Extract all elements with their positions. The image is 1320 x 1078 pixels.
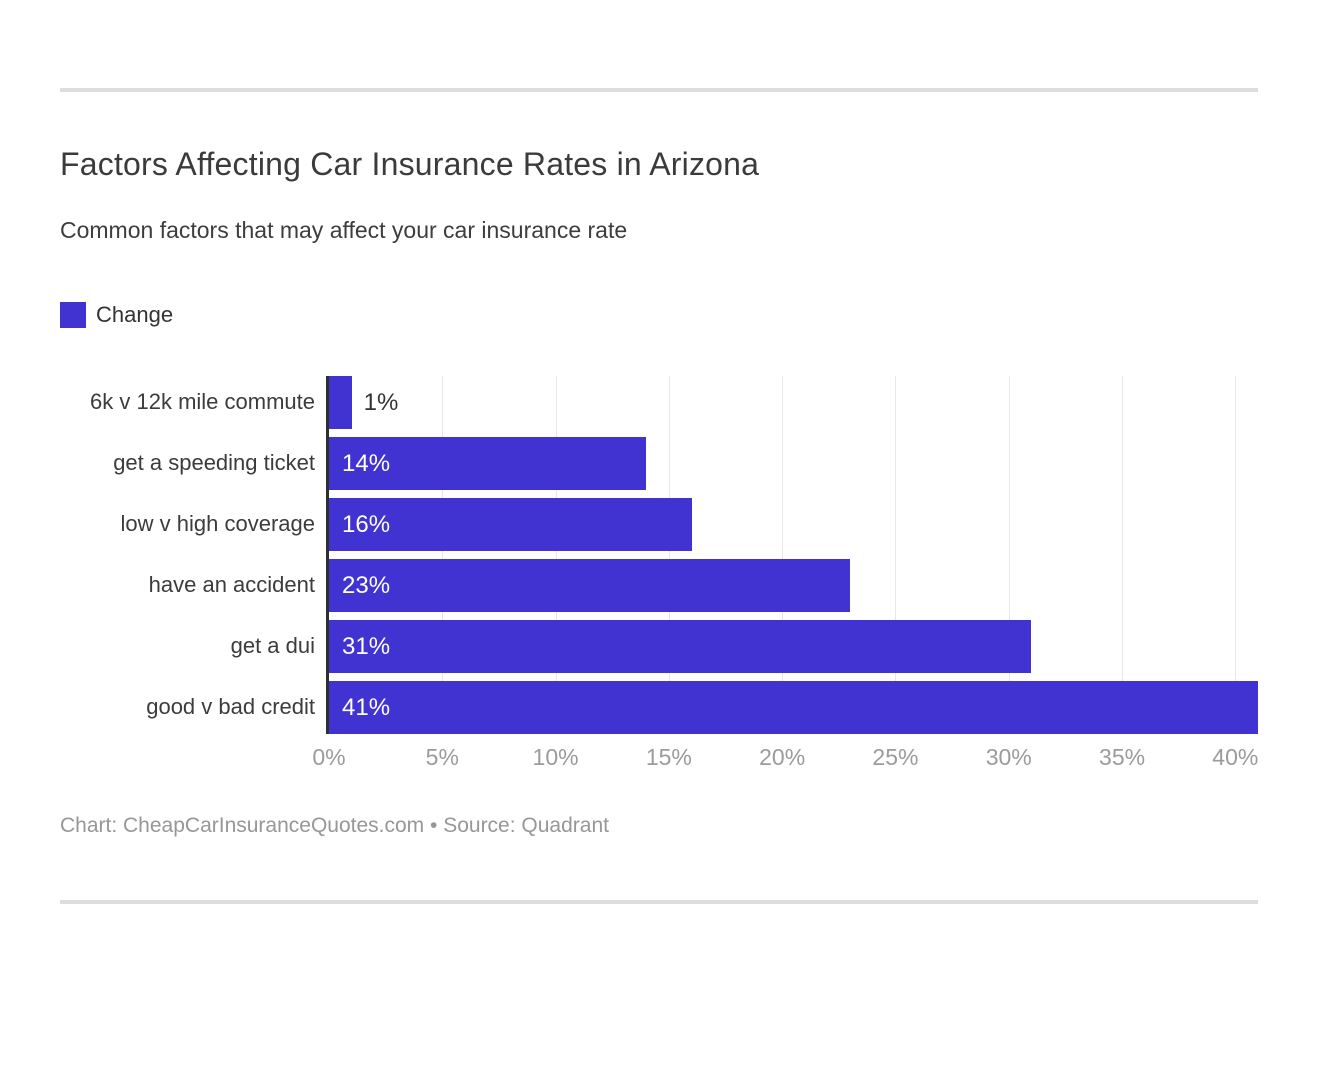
bar-track: 1%: [329, 375, 1258, 429]
legend-label: Change: [96, 301, 174, 327]
category-label: get a dui: [230, 633, 315, 659]
legend-swatch-icon: [60, 301, 86, 328]
gridline: [1008, 375, 1010, 734]
bar-row: get a dui 31%: [60, 619, 1258, 673]
bar-row: 6k v 12k mile commute 1%: [60, 375, 1258, 429]
source-attribution: Chart: CheapCarInsuranceQuotes.com • Sou…: [60, 813, 609, 837]
y-axis-line: [326, 375, 329, 734]
bar-track: 41%: [329, 680, 1258, 734]
gridline: [1122, 375, 1124, 734]
value-label: 23%: [342, 571, 391, 599]
gridline: [895, 375, 897, 734]
gridline: [668, 375, 670, 734]
category-label: low v high coverage: [120, 511, 315, 537]
x-tick-label: 30%: [985, 743, 1032, 770]
category-label: get a speeding ticket: [113, 450, 315, 476]
plot-area: 6k v 12k mile commute 1% get a speeding ti…: [60, 375, 1258, 734]
value-label: 14%: [342, 449, 391, 477]
x-tick-label: 20%: [759, 743, 806, 770]
x-tick-label: 10%: [532, 743, 579, 770]
gridline: [782, 375, 784, 734]
category-label: 6k v 12k mile commute: [90, 389, 315, 415]
x-tick-label: 5%: [425, 743, 459, 770]
value-label: 41%: [342, 693, 391, 721]
legend: Change: [60, 301, 1258, 328]
top-divider: [60, 88, 1258, 92]
bar: 16%: [329, 497, 692, 551]
category-label: good v bad credit: [146, 694, 315, 720]
x-tick-label: 25%: [872, 743, 919, 770]
gridlines: [329, 375, 1258, 734]
bar: 23%: [329, 558, 851, 612]
x-tick-label: 35%: [1099, 743, 1146, 770]
x-tick-label: 15%: [645, 743, 692, 770]
bar: 31%: [329, 619, 1032, 673]
bar: 41%: [329, 680, 1258, 734]
x-axis: 0% 5% 10% 15% 20% 25% 30% 35% 40%: [312, 743, 1259, 772]
bar-track: 23%: [329, 558, 1258, 612]
x-tick-label: 0%: [312, 743, 346, 770]
bar-row: get a speeding ticket 14%: [60, 436, 1258, 490]
bar-row: low v high coverage 16%: [60, 497, 1258, 551]
chart-title: Factors Affecting Car Insurance Rates in…: [60, 146, 760, 182]
bar-track: 14%: [329, 436, 1258, 490]
bottom-divider: [60, 899, 1258, 904]
gridline: [555, 375, 557, 734]
bar: 14%: [329, 436, 647, 490]
gridline: [1235, 375, 1237, 734]
x-tick-label: 40%: [1212, 743, 1259, 770]
page: Factors Affecting Car Insurance Rates in…: [60, 88, 1258, 904]
bar-track: 16%: [329, 497, 1258, 551]
bar-rows: 6k v 12k mile commute 1% get a speeding ti…: [60, 375, 1258, 734]
value-label: 16%: [342, 510, 391, 538]
bar-row: good v bad credit 41%: [60, 680, 1258, 734]
bar-chart: 6k v 12k mile commute 1% get a speeding ti…: [60, 375, 1259, 772]
value-label: 31%: [342, 632, 391, 660]
bar: 1%: [329, 375, 398, 429]
chart-subtitle: Common factors that may affect your car …: [60, 216, 628, 243]
category-label: have an accident: [148, 572, 315, 598]
bar-track: 31%: [329, 619, 1258, 673]
value-label: 1%: [363, 388, 399, 416]
gridline: [442, 375, 444, 734]
bar-row: have an accident 23%: [60, 558, 1258, 612]
